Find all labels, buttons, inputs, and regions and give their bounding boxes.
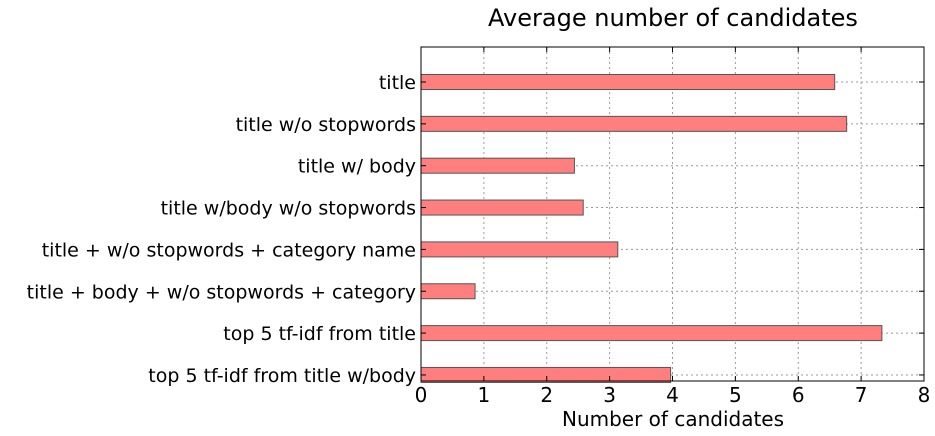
bar xyxy=(420,115,848,132)
x-tick-label: 5 xyxy=(729,383,742,407)
x-tick-label: 3 xyxy=(603,383,616,407)
category-labels: title title w/o stopwords title w/ body tit… xyxy=(27,72,416,387)
category-label: title xyxy=(379,72,416,94)
bars xyxy=(420,74,883,383)
category-label: top 5 tf-idf from title xyxy=(223,323,416,345)
category-label: title w/body w/o stopwords xyxy=(161,198,416,220)
chart-title: Average number of candidates xyxy=(488,4,858,32)
bar xyxy=(420,325,883,342)
x-tick-label: 4 xyxy=(666,383,679,407)
category-label: title + w/o stopwords + category name xyxy=(42,239,416,261)
axis-ticks xyxy=(420,47,925,381)
bar xyxy=(420,199,584,216)
x-tick-labels: 0 1 2 3 4 5 6 7 8 xyxy=(415,383,931,407)
x-tick-label: 2 xyxy=(540,383,553,407)
x-tick-label: 1 xyxy=(478,383,491,407)
bar xyxy=(420,366,672,383)
bar xyxy=(420,157,575,174)
bar xyxy=(420,74,836,90)
x-tick-label: 8 xyxy=(918,383,931,407)
bar xyxy=(420,241,619,258)
x-tick-label: 0 xyxy=(415,383,428,407)
bar xyxy=(420,283,476,300)
category-label: top 5 tf-idf from title w/body xyxy=(148,365,416,387)
x-tick-label: 7 xyxy=(855,383,868,407)
x-tick-label: 6 xyxy=(792,383,805,407)
category-label: title w/o stopwords xyxy=(236,114,416,136)
category-label: title w/ body xyxy=(298,156,416,178)
x-axis-label: Number of candidates xyxy=(562,407,784,431)
category-label: title + body + w/o stopwords + category xyxy=(27,281,416,303)
